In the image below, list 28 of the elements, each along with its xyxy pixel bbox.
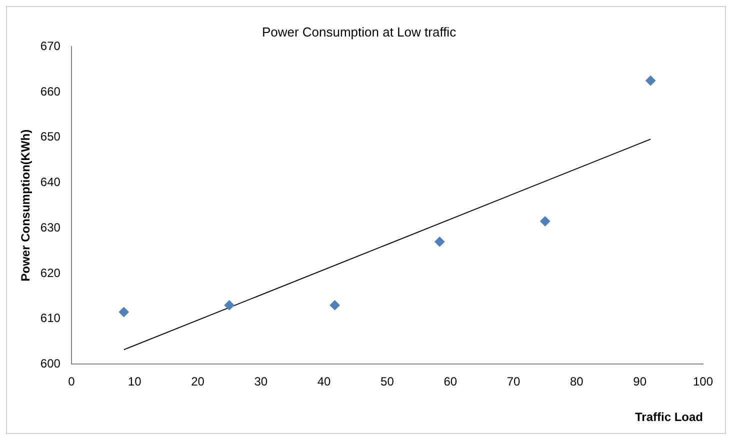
y-axis-title: Power Consumption(KWh) (18, 129, 33, 282)
point (118, 307, 129, 318)
x-tick-label: 70 (506, 374, 521, 389)
y-tick-label: 660 (40, 84, 61, 98)
x-tick-label: 100 (692, 374, 714, 389)
x-tick-label: 20 (191, 374, 205, 389)
y-tick-label: 630 (40, 220, 61, 234)
x-tick-label: 50 (380, 374, 394, 389)
x-axis-title: Traffic Load (634, 410, 703, 424)
x-tick-label: 40 (317, 374, 332, 389)
y-tick-label: 670 (40, 38, 61, 53)
x-tick-label: 10 (128, 374, 142, 389)
x-tick-label: 0 (68, 374, 76, 389)
y-tick-label: 650 (40, 130, 61, 144)
point (540, 216, 550, 226)
y-tick-label: 620 (40, 266, 61, 280)
y-tick-label: 600 (40, 356, 61, 371)
point (224, 300, 234, 310)
point (330, 300, 340, 310)
point (434, 236, 445, 247)
point (646, 76, 656, 86)
y-tick-label: 640 (40, 175, 61, 190)
x-tick-label: 90 (633, 374, 647, 389)
chart-title: Power Consumption at Low traffic (262, 24, 457, 40)
y-tick-label: 610 (40, 311, 61, 326)
x-tick-label: 30 (254, 374, 268, 389)
x-tick-label: 60 (444, 374, 458, 389)
x-tick-label: 80 (570, 374, 584, 389)
